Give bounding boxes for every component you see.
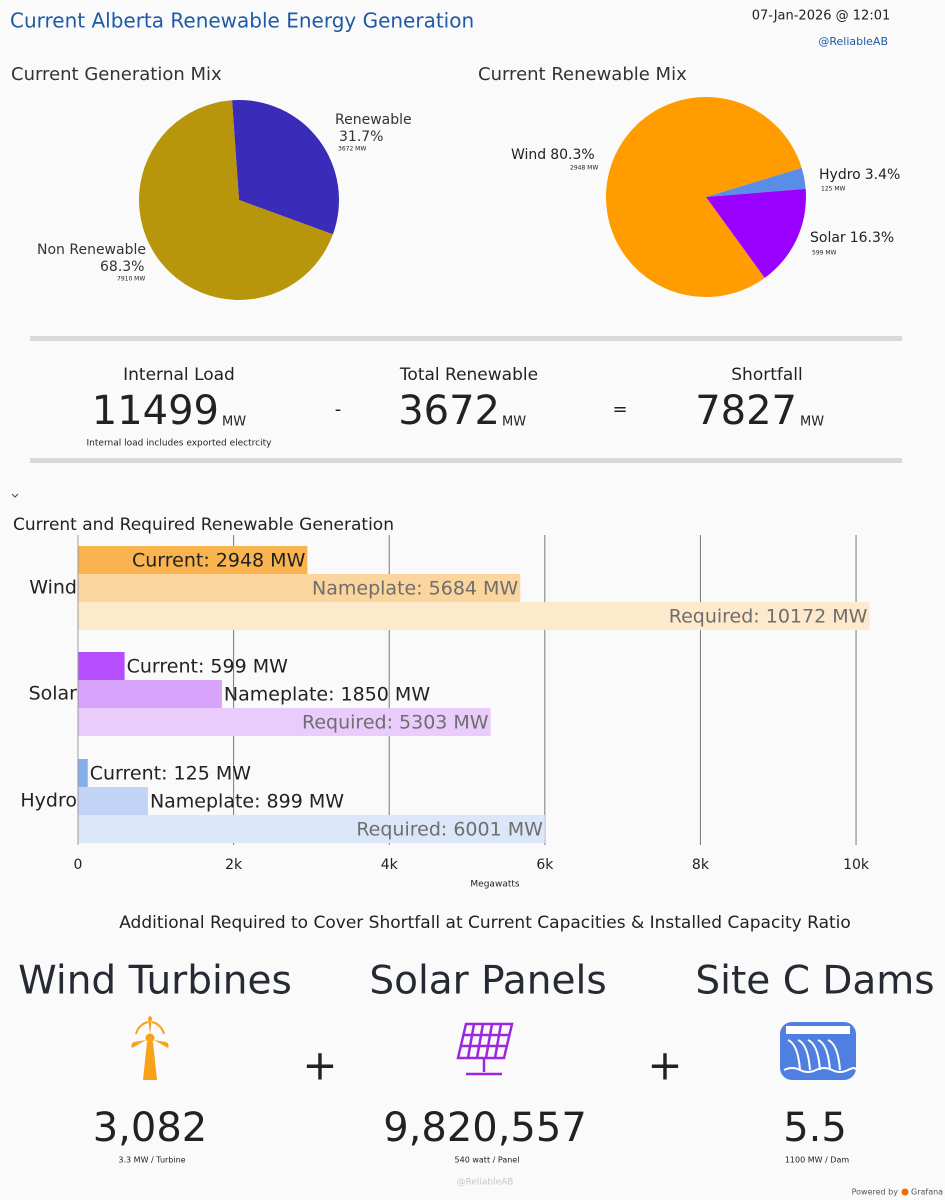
stat-unit: MW [800, 415, 824, 430]
stat-note: Internal load includes exported electrci… [87, 439, 273, 449]
slice-value: 80.3% [550, 147, 594, 163]
stat-value: 7827 [695, 388, 797, 434]
bar-label: Nameplate: 5684 MW [312, 578, 518, 600]
slice-name: Solar [810, 230, 846, 246]
solar-panel-icon [456, 1022, 514, 1076]
bar [78, 602, 870, 630]
req-note: 540 watt / Panel [455, 1156, 520, 1165]
x-tick-label: 4k [381, 857, 399, 873]
bar-label: Nameplate: 899 MW [150, 791, 344, 813]
category-label: Solar [29, 683, 78, 705]
bar-label: Required: 10172 MW [669, 606, 868, 628]
slice-value: 16.3% [850, 230, 894, 246]
x-axis-label: Megawatts [470, 880, 519, 890]
slice-sublabel: 599 MW [812, 250, 837, 257]
timestamp: 07-Jan-2026 @ 12:01 [752, 9, 891, 24]
req-note: 3.3 MW / Turbine [118, 1156, 185, 1165]
bar-label: Current: 125 MW [90, 763, 252, 785]
req-value: 5.5 [783, 1105, 847, 1151]
powered-by: Powered by [852, 1188, 899, 1197]
stat-unit: MW [222, 415, 246, 430]
bar [78, 787, 148, 815]
stat-value: 3672 [398, 388, 500, 434]
bar [78, 652, 125, 680]
bar [78, 680, 222, 708]
stat-label: Total Renewable [399, 365, 538, 385]
chart-title: Current Generation Mix [11, 64, 222, 85]
bar-label: Required: 5303 MW [302, 712, 489, 734]
slice-name: Hydro [819, 167, 861, 183]
operator: = [612, 399, 627, 420]
category-label: Wind [29, 577, 77, 599]
bar [78, 759, 88, 787]
chart-title: Current and Required Renewable Generatio… [13, 515, 394, 535]
slice-sublabel: 125 MW [821, 186, 846, 193]
bar [78, 708, 491, 736]
req-name: Solar Panels [369, 959, 606, 1004]
bar-label: Current: 599 MW [127, 656, 289, 678]
stat-value: 11499 [92, 388, 219, 434]
slice-name: Non Renewable [37, 242, 146, 258]
separator [30, 458, 902, 463]
req-value: 3,082 [93, 1105, 208, 1151]
x-tick-label: 10k [843, 857, 870, 873]
pie-slice [606, 96, 802, 297]
dashboard-title: Current Alberta Renewable Energy Generat… [10, 9, 474, 33]
grafana-brand: Grafana [911, 1188, 943, 1197]
collapse-icon[interactable] [11, 493, 19, 498]
operator: + [302, 1041, 337, 1090]
x-tick-label: 6k [536, 857, 554, 873]
category-label: Hydro [20, 790, 77, 812]
wind-turbine-icon [131, 1016, 169, 1080]
stat-unit: MW [502, 415, 526, 430]
handle: @ReliableAB [818, 35, 888, 48]
slice-sublabel: 3672 MW [338, 146, 366, 153]
bar-label: Required: 6001 MW [356, 819, 543, 841]
separator [30, 336, 902, 341]
bar [78, 574, 521, 602]
req-name: Site C Dams [695, 959, 934, 1004]
pie-slice [232, 100, 339, 235]
grafana-logo [901, 1188, 909, 1196]
slice-sublabel: 7910 MW [117, 276, 145, 283]
req-note: 1100 MW / Dam [785, 1156, 850, 1165]
req-value: 9,820,557 [383, 1105, 587, 1151]
x-tick-label: 0 [74, 857, 83, 873]
pie-slice [706, 188, 806, 278]
slice-name: Wind [511, 147, 546, 163]
stat-label: Internal Load [123, 365, 235, 385]
bar-label: Nameplate: 1850 MW [224, 684, 430, 706]
slice-name: Renewable [335, 112, 412, 128]
slice-label: Solar 16.3% [810, 230, 894, 246]
slice-label: Hydro 3.4% [819, 167, 900, 183]
footer-handle: @ReliableAB [457, 1178, 514, 1188]
section-title: Additional Required to Cover Shortfall a… [119, 913, 851, 933]
x-tick-label: 8k [692, 857, 710, 873]
pie-slice [706, 167, 806, 197]
slice-value: 3.4% [865, 167, 901, 183]
slice-sublabel: 2948 MW [570, 165, 598, 172]
slice-label: Wind 80.3% [511, 147, 595, 163]
operator: + [647, 1041, 682, 1090]
req-name: Wind Turbines [18, 959, 292, 1004]
bar-label: Current: 2948 MW [132, 550, 306, 572]
bar [78, 546, 308, 574]
chart-title: Current Renewable Mix [478, 64, 687, 85]
x-tick-label: 2k [225, 857, 243, 873]
slice-value: 68.3% [100, 259, 144, 275]
bar [78, 815, 545, 843]
pie-slice [138, 100, 333, 301]
dam-icon [780, 1022, 857, 1080]
slice-value: 31.7% [339, 129, 383, 145]
operator: - [335, 399, 342, 420]
stat-label: Shortfall [731, 365, 802, 385]
